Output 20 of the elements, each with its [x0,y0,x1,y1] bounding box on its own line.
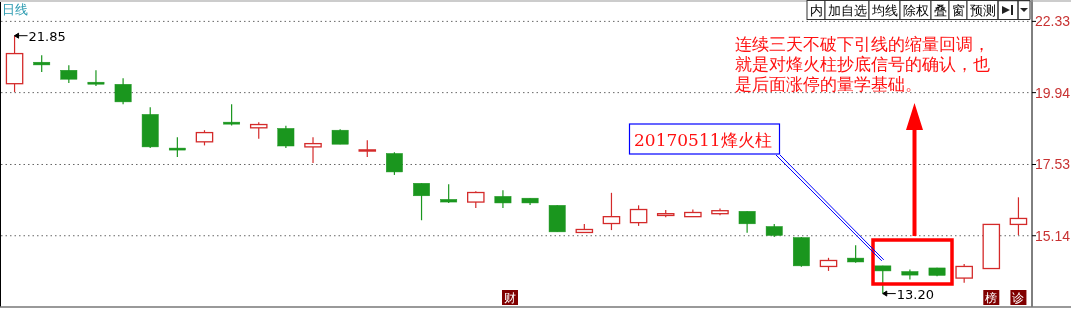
chart-title: 日线 [2,2,28,17]
annotation: 榜 [985,291,998,305]
annotation: 除权 [902,3,929,18]
annotation: 预测 [969,3,996,18]
annotation: 20170511烽火柱 [634,130,772,150]
y-tick-label: 15.14 [1035,227,1071,244]
annotation: 叠 [933,3,947,18]
y-tick-label: 17.53 [1035,156,1071,173]
annotation: 加自选 [827,3,867,18]
annotation: 均线 [870,3,898,18]
annotation: 内 [809,3,823,18]
annotation: 连续三天不破下引线的缩量回调，就是对烽火柱抄底信号的确认，也是后面涨停的量学基础。 [735,34,991,94]
y-tick-label: 19.94 [1035,84,1071,101]
annotation: 财 [504,291,516,305]
annotation: 21.85 [28,28,66,44]
annotation: 窗 [951,3,965,18]
callout: 20170511烽火柱 [628,123,885,262]
annotation: 诊 [1012,291,1025,305]
y-tick-label: 22.33 [1035,13,1071,30]
annotation: 13.20 [896,286,934,302]
